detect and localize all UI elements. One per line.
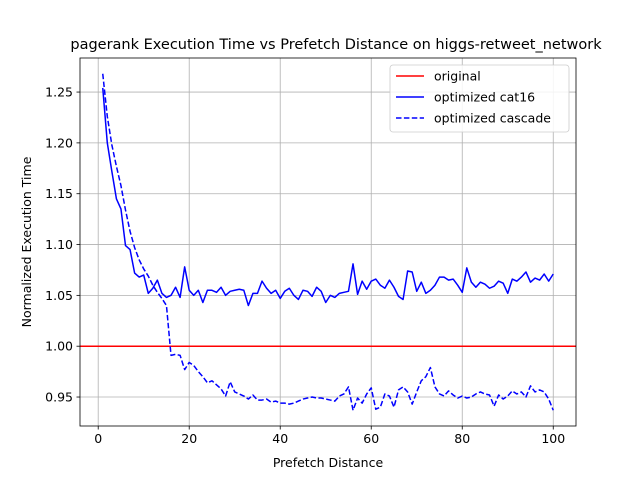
y-tick-label: 1.15 — [45, 186, 73, 201]
ticks: 0 20 40 60 80 100 0.95 1.00 1.05 1.10 1.15 1.20 1.25 — [45, 85, 565, 446]
legend-label-optimized-cat16: optimized cat16 — [434, 90, 535, 105]
y-axis-label: Normalized Execution Time — [19, 156, 34, 327]
plot-series-group — [80, 73, 576, 411]
x-tick-label: 20 — [181, 431, 197, 446]
series-line-optimized-cat16 — [102, 87, 554, 307]
chart-title: pagerank Execution Time vs Prefetch Dist… — [70, 37, 602, 53]
legend-label-optimized-cascade: optimized cascade — [434, 111, 551, 126]
legend-label-original: original — [434, 69, 481, 84]
x-axis-label: Prefetch Distance — [273, 455, 384, 470]
y-tick-label: 1.10 — [45, 237, 73, 252]
y-tick-label: 1.00 — [45, 339, 73, 354]
y-tick-label: 0.95 — [45, 390, 73, 405]
x-tick-label: 40 — [272, 431, 288, 446]
y-tick-label: 1.20 — [45, 135, 73, 150]
y-tick-label: 1.05 — [45, 288, 73, 303]
x-tick-label: 100 — [541, 431, 565, 446]
series-line-optimized-cascade — [102, 73, 554, 411]
x-tick-label: 80 — [454, 431, 470, 446]
y-tick-label: 1.25 — [45, 85, 73, 100]
legend: original optimized cat16 optimized cascade — [389, 64, 570, 133]
x-tick-label: 0 — [94, 431, 102, 446]
x-tick-label: 60 — [363, 431, 379, 446]
axes-frame — [79, 57, 577, 427]
legend-box — [389, 64, 570, 133]
